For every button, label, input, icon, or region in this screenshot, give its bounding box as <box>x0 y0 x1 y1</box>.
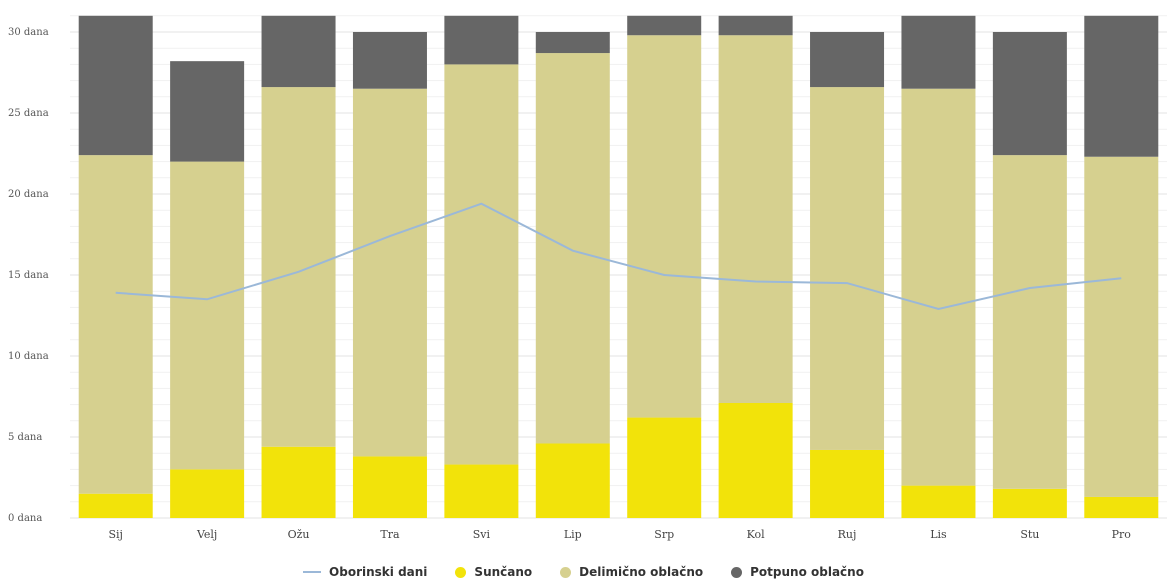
x-tick-label: Svi <box>473 528 491 541</box>
bar-segment-1[interactable] <box>1084 156 1159 497</box>
legend-dot-swatch <box>731 566 743 578</box>
bar-segment-0[interactable] <box>535 443 610 518</box>
y-tick-label: 0 dana <box>8 513 42 524</box>
bar-segment-1[interactable] <box>535 53 610 444</box>
x-tick-label: Ruj <box>838 528 857 541</box>
bar-segment-2[interactable] <box>444 15 519 65</box>
bar-segment-2[interactable] <box>170 61 245 162</box>
legend-dot-swatch <box>560 566 572 578</box>
bars <box>78 15 1159 518</box>
bar-segment-2[interactable] <box>535 32 610 54</box>
x-tick-label: Lip <box>564 528 582 541</box>
y-axis-ticks: 0 dana 5 dana 10 dana 15 dana 20 dana 25 dana… <box>8 27 49 524</box>
bar-segment-1[interactable] <box>992 155 1067 489</box>
bar-segment-0[interactable] <box>627 417 702 518</box>
y-tick-label: 30 dana <box>8 27 49 38</box>
bar-segment-2[interactable] <box>901 15 976 89</box>
bar-segment-1[interactable] <box>901 88 976 486</box>
bar-segment-2[interactable] <box>78 15 153 156</box>
bar-segment-2[interactable] <box>992 32 1067 156</box>
y-tick-label: 10 dana <box>8 351 49 362</box>
bar-segment-0[interactable] <box>992 488 1067 518</box>
legend-item-series-1[interactable]: Delimično oblačno <box>560 565 703 579</box>
bar-segment-2[interactable] <box>810 32 885 88</box>
legend: Oborinski dani Sunčano Delimično oblačno… <box>0 562 1167 582</box>
bar-segment-2[interactable] <box>718 15 793 36</box>
precipitation-line <box>115 202 1122 311</box>
x-tick-label: Kol <box>747 528 766 541</box>
bar-segment-1[interactable] <box>78 155 153 494</box>
bar-segment-0[interactable] <box>170 469 245 518</box>
legend-item-line[interactable]: Oborinski dani <box>303 565 427 579</box>
legend-line-swatch <box>303 571 322 573</box>
bar-segment-2[interactable] <box>352 32 427 89</box>
bar-segment-0[interactable] <box>261 446 336 518</box>
x-tick-label: Tra <box>380 528 400 541</box>
bar-segment-2[interactable] <box>1084 15 1159 157</box>
x-tick-label: Pro <box>1112 528 1132 541</box>
bar-segment-1[interactable] <box>261 87 336 447</box>
y-tick-label: 5 dana <box>8 432 42 443</box>
y-tick-label: 25 dana <box>8 108 49 119</box>
bar-segment-1[interactable] <box>627 35 702 418</box>
bar-segment-1[interactable] <box>810 87 885 450</box>
y-tick-label: 15 dana <box>8 270 49 281</box>
legend-item-series-0[interactable]: Sunčano <box>455 565 532 579</box>
x-tick-label: Ožu <box>288 528 310 541</box>
legend-label: Sunčano <box>474 565 533 579</box>
bar-segment-0[interactable] <box>444 464 519 518</box>
legend-dot-swatch <box>455 566 467 578</box>
legend-label: Oborinski dani <box>329 565 428 579</box>
bar-segment-0[interactable] <box>901 485 976 518</box>
bar-segment-1[interactable] <box>170 161 245 470</box>
legend-item-series-2[interactable]: Potpuno oblačno <box>731 565 864 579</box>
legend-label: Potpuno oblačno <box>750 565 864 579</box>
line-series-path[interactable] <box>115 202 1122 311</box>
bar-segment-0[interactable] <box>78 493 153 518</box>
x-axis-ticks: Sij Velj Ožu Tra Svi Lip Srp Kol Ruj Lis Stu Pro <box>108 528 1131 541</box>
x-tick-label: Lis <box>930 528 947 541</box>
x-tick-label: Velj <box>196 528 217 541</box>
chart: 0 dana 5 dana 10 dana 15 dana 20 dana 25 dana… <box>8 15 1167 541</box>
x-tick-label: Sij <box>108 528 122 541</box>
legend-label: Delimično oblačno <box>579 565 704 579</box>
grid-lines <box>70 15 1167 519</box>
bar-segment-0[interactable] <box>810 449 885 518</box>
bar-segment-1[interactable] <box>718 35 793 403</box>
bar-segment-0[interactable] <box>1084 496 1159 518</box>
bar-segment-1[interactable] <box>444 64 519 465</box>
bar-segment-2[interactable] <box>261 15 336 88</box>
bar-segment-0[interactable] <box>352 456 427 518</box>
bar-segment-1[interactable] <box>352 88 427 457</box>
bar-segment-2[interactable] <box>627 15 702 36</box>
y-tick-label: 20 dana <box>8 189 49 200</box>
bar-segment-0[interactable] <box>718 402 793 518</box>
x-tick-label: Srp <box>654 528 674 541</box>
x-tick-label: Stu <box>1020 528 1039 541</box>
